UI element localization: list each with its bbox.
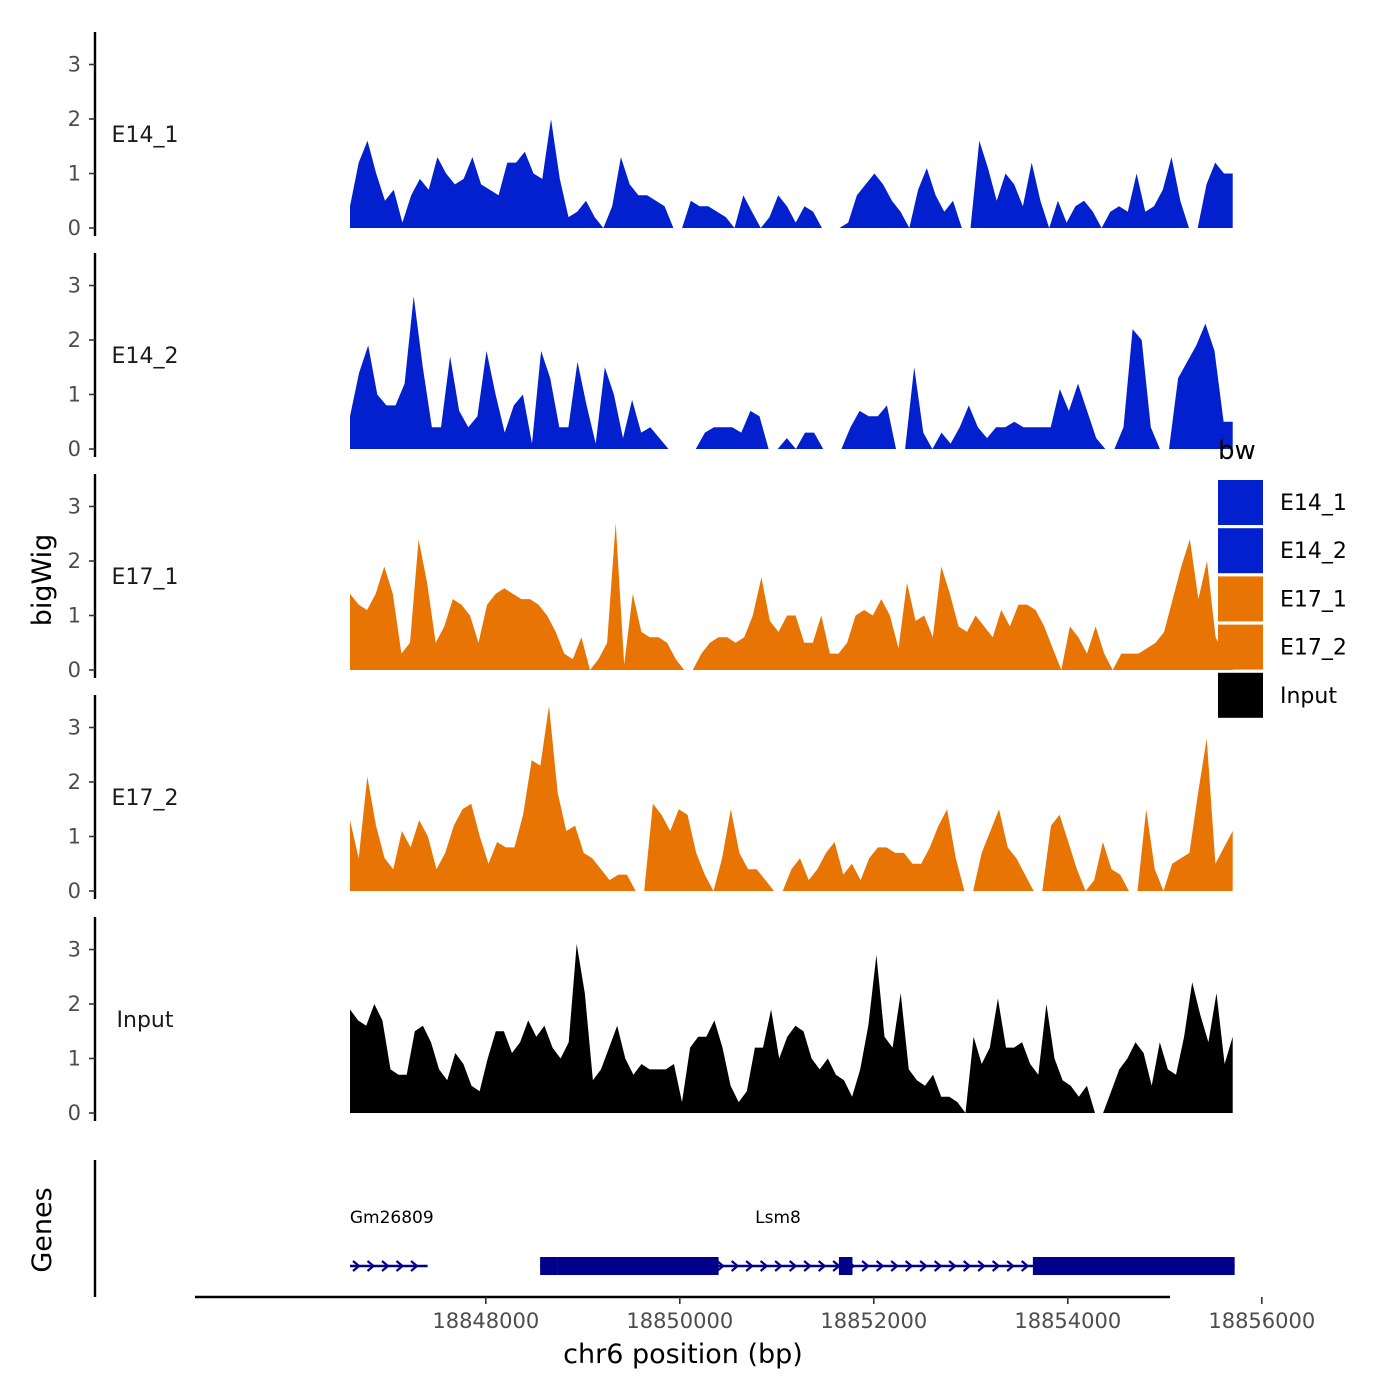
strand-arrow <box>716 1260 725 1272</box>
legend: bw E14_1 E14_2 E17_1 E17_2 Input <box>1218 436 1347 718</box>
gene-exon <box>1032 1257 1235 1275</box>
track-label: E14_2 <box>112 344 179 369</box>
x-tick-label: 18852000 <box>820 1309 927 1333</box>
y-tick-label: 3 <box>68 495 81 519</box>
y-tick-label: 2 <box>68 107 81 131</box>
strand-arrow <box>948 1260 957 1272</box>
y-tick-label: 2 <box>68 328 81 352</box>
strand-arrow <box>410 1260 419 1272</box>
strand-arrow <box>904 1260 914 1272</box>
y-tick-label: 0 <box>68 1101 81 1125</box>
track-label: E14_1 <box>112 123 179 148</box>
y-tick-label: 3 <box>68 716 81 740</box>
strand-arrow <box>730 1260 740 1272</box>
y-tick-label: 3 <box>68 274 81 298</box>
strand-arrow <box>788 1260 798 1272</box>
y-tick-label: 0 <box>68 216 81 240</box>
x-tick-label: 18854000 <box>1014 1309 1121 1333</box>
y-tick-label: 0 <box>68 879 81 903</box>
legend-label: E17_2 <box>1280 636 1347 661</box>
strand-arrow <box>759 1260 769 1272</box>
legend-label: E14_1 <box>1280 491 1347 516</box>
track-E14_2: 0 1 2 3 E14_2 <box>68 253 1233 461</box>
strand-arrow <box>381 1260 390 1272</box>
gene-exon <box>557 1257 719 1275</box>
legend-swatch-E14_2 <box>1218 528 1263 574</box>
gene-exon <box>540 1257 558 1275</box>
y-tick-label: 2 <box>68 770 81 794</box>
genes-panel: Gm26809 Lsm8 <box>93 1160 1235 1297</box>
track-label: Input <box>117 1008 174 1033</box>
y-tick-label: 1 <box>68 1047 81 1071</box>
y-tick-label: 3 <box>68 938 81 962</box>
track-label: E17_2 <box>112 786 179 811</box>
signal-area-Input <box>350 944 1233 1113</box>
y-tick-label: 2 <box>68 992 81 1016</box>
track-E14_1: 0 1 2 3 E14_1 <box>68 32 1233 240</box>
gene-Gm26809: Gm26809 <box>350 1208 434 1272</box>
strand-arrow <box>991 1260 1001 1272</box>
y-tick-label: 1 <box>68 604 81 628</box>
y-tick-label: 0 <box>68 437 81 461</box>
legend-label: Input <box>1280 684 1337 709</box>
strand-arrow <box>977 1260 986 1272</box>
genes-panel-title: Genes <box>27 1187 58 1272</box>
strand-arrow <box>919 1260 928 1272</box>
strand-arrow <box>1006 1260 1015 1272</box>
gene-label: Lsm8 <box>755 1208 801 1228</box>
y-tick-label: 1 <box>68 383 81 407</box>
legend-swatch-E17_2 <box>1218 624 1263 670</box>
y-tick-label: 1 <box>68 825 81 849</box>
strand-arrow <box>861 1260 870 1272</box>
x-axis: 18848000 18850000 18852000 18854000 18856000 <box>195 1295 1315 1333</box>
y-tick-label: 1 <box>68 162 81 186</box>
y-tick-label: 3 <box>68 53 81 77</box>
x-tick-label: 18850000 <box>626 1309 733 1333</box>
legend-label: E14_2 <box>1280 539 1347 564</box>
y-tick-label: 0 <box>68 658 81 682</box>
x-tick-label: 18856000 <box>1208 1309 1315 1333</box>
strand-arrow <box>962 1260 972 1272</box>
gene-exon <box>838 1257 853 1275</box>
track-Input: 0 1 2 3 Input <box>68 917 1233 1125</box>
strand-arrow <box>774 1260 783 1272</box>
strand-arrow <box>875 1260 885 1272</box>
strand-arrow <box>745 1260 754 1272</box>
strand-arrow <box>366 1260 376 1272</box>
legend-title: bw <box>1218 436 1256 466</box>
strand-arrow <box>395 1260 405 1272</box>
strand-arrow <box>933 1260 943 1272</box>
legend-swatch-E14_1 <box>1218 480 1263 525</box>
legend-swatch-Input <box>1218 672 1263 718</box>
signal-area-E14_1 <box>350 119 1233 228</box>
gene-Lsm8: Lsm8 <box>540 1208 1235 1275</box>
x-tick-label: 18848000 <box>432 1309 539 1333</box>
track-E17_1: 0 1 2 3 E17_1 <box>68 474 1233 682</box>
strand-arrow <box>890 1260 899 1272</box>
track-label: E17_1 <box>112 565 179 590</box>
strand-arrow <box>352 1260 361 1272</box>
signal-area-E17_1 <box>350 522 1233 670</box>
x-axis-title: chr6 position (bp) <box>563 1339 803 1370</box>
strand-arrow <box>1020 1260 1030 1272</box>
legend-label: E17_1 <box>1280 587 1347 612</box>
track-E17_2: 0 1 2 3 E17_2 <box>68 695 1233 903</box>
strand-arrow <box>803 1260 812 1272</box>
y-tick-label: 2 <box>68 549 81 573</box>
legend-swatch-E17_1 <box>1218 576 1263 622</box>
strand-arrow <box>817 1260 827 1272</box>
signal-area-E17_2 <box>350 705 1233 891</box>
track-panels: 0 1 2 3 E14_1 0 1 2 3 E14_2 0 1 2 3 E17_1 0 1 2 3 E17_2 0 1 2 3… <box>68 32 1233 1125</box>
gene-label: Gm26809 <box>350 1208 434 1228</box>
signal-area-E14_2 <box>350 296 1233 449</box>
y-axis-title: bigWig <box>27 534 58 627</box>
